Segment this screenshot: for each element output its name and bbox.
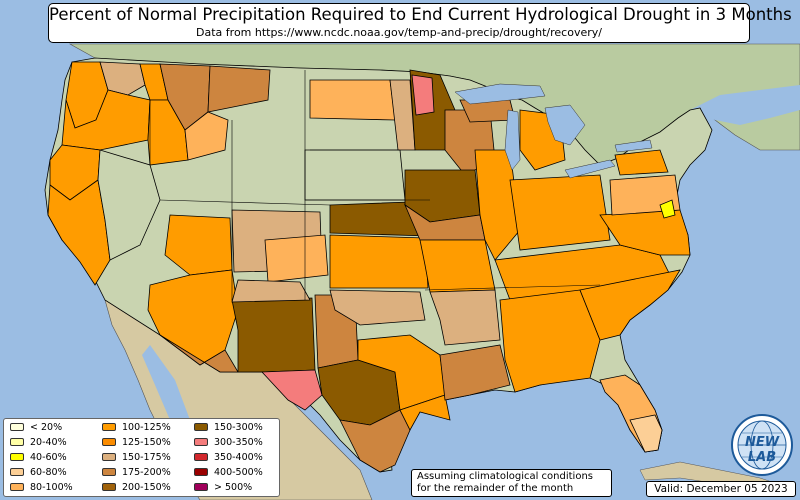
region-florida-south bbox=[629, 414, 663, 453]
legend-item: > 500% bbox=[194, 481, 252, 493]
legend-swatch bbox=[194, 438, 208, 446]
legend-swatch bbox=[194, 453, 208, 461]
climatology-note: Assuming climatological conditions for t… bbox=[411, 469, 612, 497]
legend-label: 400-500% bbox=[214, 466, 263, 478]
great-lakes bbox=[454, 83, 653, 179]
legend-item: 80-100% bbox=[10, 481, 73, 493]
legend-swatch bbox=[102, 423, 116, 431]
legend-label: 100-125% bbox=[122, 421, 171, 433]
legend-item: 40-60% bbox=[10, 451, 67, 463]
region-georgia-carolinas bbox=[579, 269, 681, 341]
region-arizona-south bbox=[159, 334, 239, 373]
legend-label: 300-350% bbox=[214, 436, 263, 448]
region-new-mexico bbox=[231, 297, 316, 373]
state-line bbox=[424, 284, 601, 291]
lake-erie bbox=[564, 159, 616, 179]
legend-item: 20-40% bbox=[10, 436, 67, 448]
region-texas-west bbox=[261, 369, 323, 411]
region-south-dakota bbox=[304, 149, 406, 201]
lake-ontario bbox=[614, 139, 653, 153]
region-indiana-ohio bbox=[509, 174, 611, 251]
title-panel: Percent of Normal Precipitation Required… bbox=[48, 3, 792, 43]
legend-swatch bbox=[10, 423, 24, 431]
region-mississippi-alabama bbox=[499, 289, 601, 393]
legend-swatch bbox=[10, 483, 24, 491]
region-missouri bbox=[419, 239, 496, 293]
region-arkansas-louisiana bbox=[429, 289, 501, 346]
st-lawrence-water bbox=[690, 85, 800, 125]
region-oklahoma bbox=[329, 289, 426, 326]
region-michigan-upper bbox=[459, 99, 516, 123]
legend: < 20% 20-40% 40-60% 60-80% 80-100% 100-125% 12… bbox=[3, 418, 280, 497]
legend-item: 200-150% bbox=[102, 481, 171, 493]
legend-swatch bbox=[10, 453, 24, 461]
region-maryland-yellow bbox=[659, 199, 676, 219]
lab-logo: NEW LAB bbox=[730, 413, 794, 477]
globe-icon bbox=[731, 414, 793, 476]
legend-label: > 500% bbox=[214, 481, 253, 493]
legend-label: 125-150% bbox=[122, 436, 171, 448]
legend-item: 100-125% bbox=[102, 421, 171, 433]
legend-item: 60-80% bbox=[10, 466, 67, 478]
legend-swatch bbox=[194, 468, 208, 476]
legend-swatch bbox=[194, 423, 208, 431]
region-montana-mid bbox=[207, 65, 271, 113]
region-california-central bbox=[47, 179, 111, 286]
legend-label: 175-200% bbox=[122, 466, 171, 478]
region-colorado-east bbox=[264, 234, 329, 283]
legend-swatch bbox=[10, 468, 24, 476]
region-nevada bbox=[97, 149, 161, 261]
legend-item: 400-500% bbox=[194, 466, 263, 478]
region-louisiana-coast bbox=[439, 344, 511, 401]
legend-swatch bbox=[102, 468, 116, 476]
lake-superior bbox=[454, 83, 546, 105]
region-new-mexico-north bbox=[231, 279, 311, 303]
region-kansas bbox=[329, 234, 429, 289]
region-wyoming-nw bbox=[184, 111, 229, 161]
legend-item: 150-175% bbox=[102, 451, 171, 463]
legend-swatch bbox=[102, 483, 116, 491]
logo-text: NEW LAB bbox=[744, 435, 780, 465]
note-line-1: Assuming climatological conditions bbox=[417, 471, 593, 482]
region-minnesota-pink bbox=[411, 74, 435, 116]
map-title: Percent of Normal Precipitation Required… bbox=[49, 5, 792, 24]
legend-item: 300-350% bbox=[194, 436, 263, 448]
legend-label: 150-175% bbox=[122, 451, 171, 463]
legend-label: 40-60% bbox=[30, 451, 67, 463]
map-subtitle: Data from https://www.ncdc.noaa.gov/temp… bbox=[196, 26, 602, 39]
legend-label: 150-300% bbox=[214, 421, 263, 433]
region-north-dakota bbox=[309, 79, 396, 121]
region-texas-coast bbox=[399, 394, 451, 431]
lake-michigan bbox=[504, 109, 521, 171]
legend-label: < 20% bbox=[30, 421, 63, 433]
note-line-2: for the remainder of the month bbox=[417, 483, 574, 494]
legend-label: 350-400% bbox=[214, 451, 263, 463]
legend-label: 200-150% bbox=[122, 481, 171, 493]
state-line bbox=[159, 199, 331, 206]
legend-label: 60-80% bbox=[30, 466, 67, 478]
legend-item: 350-400% bbox=[194, 451, 263, 463]
legend-item: 175-200% bbox=[102, 466, 171, 478]
legend-item: 150-300% bbox=[194, 421, 263, 433]
legend-swatch bbox=[10, 438, 24, 446]
region-texas-south bbox=[339, 409, 411, 473]
legend-swatch bbox=[102, 438, 116, 446]
drought-regions bbox=[47, 61, 691, 473]
legend-label: 80-100% bbox=[30, 481, 73, 493]
legend-label: 20-40% bbox=[30, 436, 67, 448]
lake-huron bbox=[544, 104, 586, 146]
legend-item: < 20% bbox=[10, 421, 62, 433]
legend-swatch bbox=[102, 453, 116, 461]
valid-date: Valid: December 05 2023 bbox=[646, 481, 796, 497]
region-pennsylvania bbox=[614, 149, 669, 176]
legend-swatch bbox=[194, 483, 208, 491]
state-borders bbox=[149, 70, 601, 300]
legend-item: 125-150% bbox=[102, 436, 171, 448]
region-washington-east bbox=[99, 61, 146, 96]
